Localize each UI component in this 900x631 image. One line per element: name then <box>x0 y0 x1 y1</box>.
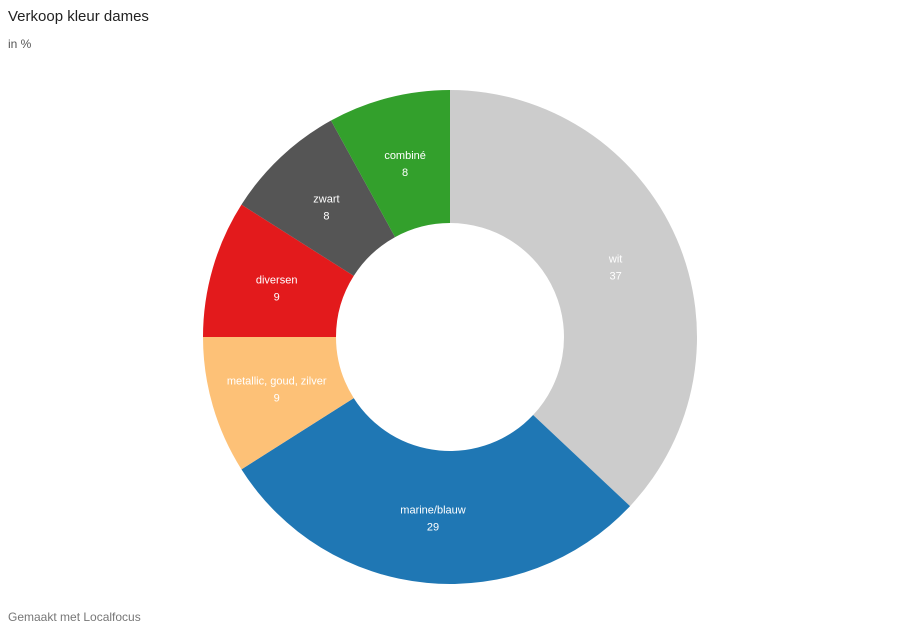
slice-zwart <box>241 120 396 276</box>
slice-label-category: metallic, goud, zilver <box>227 375 327 387</box>
slice-combin- <box>331 90 450 238</box>
slice-label-value: 29 <box>427 522 439 534</box>
slice-label-category: diversen <box>256 275 298 287</box>
slice-label-category: zwart <box>313 193 339 205</box>
slice-label-category: wit <box>608 253 622 265</box>
slice-label-value: 9 <box>274 392 280 404</box>
chart-title: Verkoop kleur dames <box>8 8 149 25</box>
slice-label-category: marine/blauw <box>400 505 465 517</box>
footer-credit: Gemaakt met Localfocus <box>8 610 141 624</box>
chart-subtitle: in % <box>8 37 32 51</box>
slice-label-value: 8 <box>323 210 329 222</box>
slice-label-value: 37 <box>610 270 622 282</box>
slice-label-value: 9 <box>274 292 280 304</box>
slice-metallic-goud-zilver <box>203 337 354 470</box>
slice-diversen <box>203 204 354 337</box>
slice-label-category: combiné <box>384 150 426 162</box>
slice-marine-blauw <box>241 398 631 584</box>
slice-label-value: 8 <box>402 167 408 179</box>
slice-wit <box>450 90 697 507</box>
